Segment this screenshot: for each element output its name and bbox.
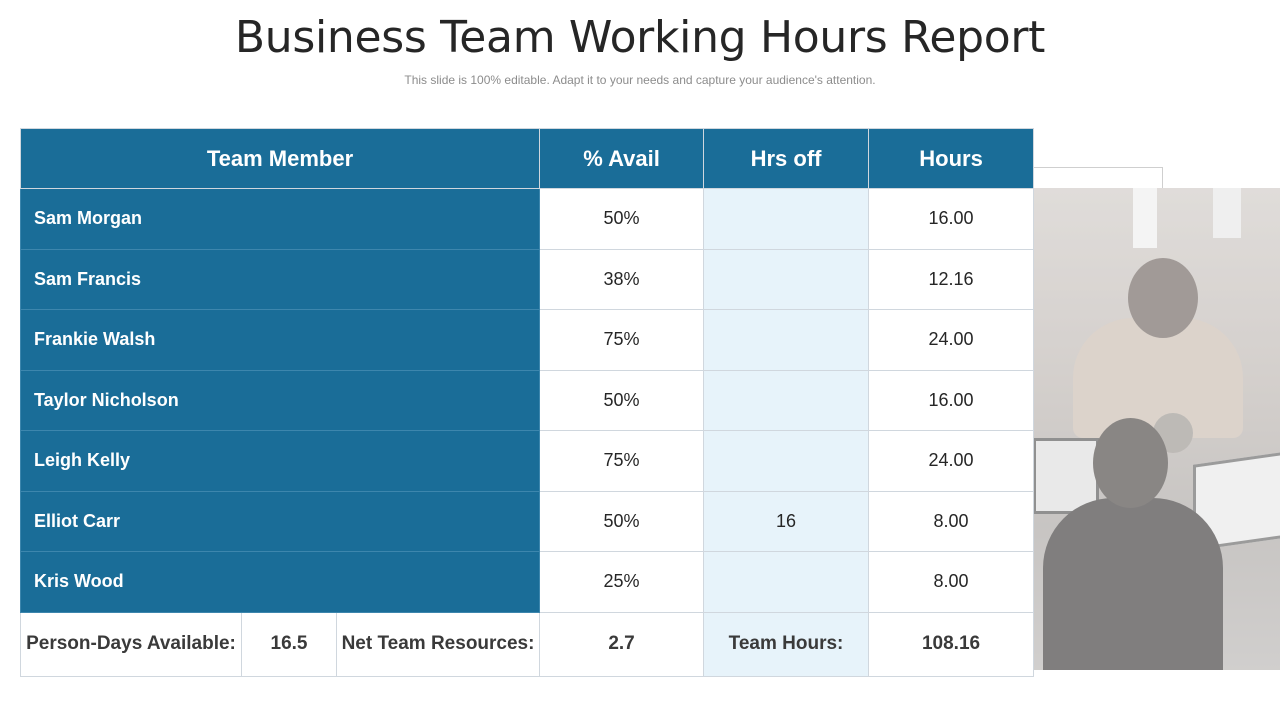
avail-cell: 75% [539, 430, 705, 492]
slide-title: Business Team Working Hours Report [234, 12, 1046, 63]
table-row: Leigh Kelly 75% 24.00 [19, 430, 1035, 492]
slide-subtitle: This slide is 100% editable. Adapt it to… [404, 73, 876, 87]
team-hours-value: 108.16 [868, 611, 1035, 677]
table-row: Taylor Nicholson 50% 16.00 [19, 369, 1035, 431]
member-name: Kris Wood [19, 551, 541, 613]
team-hours-label: Team Hours: [703, 611, 870, 677]
table-row: Sam Morgan 50% 16.00 [19, 188, 1035, 250]
hours-cell: 12.16 [868, 248, 1035, 310]
header-avail: % Avail [539, 128, 705, 189]
person-days-value: 16.5 [241, 611, 337, 677]
hrs-off-cell [703, 551, 870, 613]
table-header-row: Team Member % Avail Hrs off Hours [19, 128, 1035, 189]
net-team-label: Net Team Resources: [335, 611, 541, 677]
office-team-photo [1033, 188, 1280, 670]
hours-cell: 24.00 [868, 430, 1035, 492]
avail-cell: 25% [539, 551, 705, 613]
member-name: Sam Francis [19, 248, 541, 310]
avail-cell: 75% [539, 309, 705, 371]
hrs-off-cell [703, 309, 870, 371]
hrs-off-cell: 16 [703, 490, 870, 552]
avail-cell: 50% [539, 490, 705, 552]
hours-cell: 16.00 [868, 369, 1035, 431]
hours-cell: 8.00 [868, 551, 1035, 613]
avail-cell: 38% [539, 248, 705, 310]
hrs-off-cell [703, 430, 870, 492]
header-hours: Hours [868, 128, 1035, 189]
hrs-off-cell [703, 369, 870, 431]
table-footer-row: Person-Days Available: 16.5 Net Team Res… [20, 611, 1035, 677]
hrs-off-cell [703, 188, 870, 250]
table-row: Elliot Carr 50% 16 8.00 [19, 490, 1035, 552]
header-team-member: Team Member [19, 128, 541, 189]
net-team-value: 2.7 [539, 611, 705, 677]
member-name: Elliot Carr [19, 490, 541, 552]
member-name: Taylor Nicholson [19, 369, 541, 431]
avail-cell: 50% [539, 369, 705, 431]
table-row: Kris Wood 25% 8.00 [19, 551, 1035, 613]
avail-cell: 50% [539, 188, 705, 250]
hours-cell: 16.00 [868, 188, 1035, 250]
working-hours-table: Team Member % Avail Hrs off Hours Sam Mo… [19, 128, 1035, 677]
member-name: Frankie Walsh [19, 309, 541, 371]
table-row: Sam Francis 38% 12.16 [19, 248, 1035, 310]
header-hrs-off: Hrs off [703, 128, 870, 189]
member-name: Sam Morgan [19, 188, 541, 250]
photo-frame-line [1010, 167, 1163, 188]
hours-cell: 24.00 [868, 309, 1035, 371]
hrs-off-cell [703, 248, 870, 310]
table-row: Frankie Walsh 75% 24.00 [19, 309, 1035, 371]
hours-cell: 8.00 [868, 490, 1035, 552]
person-days-label: Person-Days Available: [20, 611, 242, 677]
member-name: Leigh Kelly [19, 430, 541, 492]
